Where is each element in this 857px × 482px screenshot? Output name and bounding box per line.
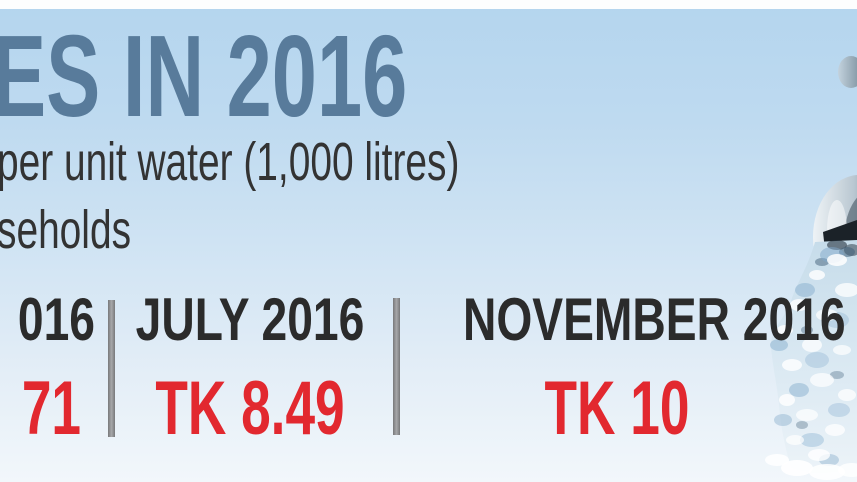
column-period: NOVEMBER 2016 xyxy=(463,286,846,353)
subtitle: per unit water (1,000 litres) seholds xyxy=(0,128,459,264)
column-rate: 71 xyxy=(21,366,81,451)
column-divider xyxy=(108,300,115,437)
subtitle-line-1: per unit water (1,000 litres) xyxy=(0,132,460,192)
rate-column-2: JULY 2016 TK 8.49 xyxy=(90,290,410,447)
faucet-knob-icon xyxy=(838,56,857,88)
subtitle-line-2: seholds xyxy=(0,200,132,260)
rate-column-3: NOVEMBER 2016 TK 10 xyxy=(417,286,846,451)
column-rate: TK 8.49 xyxy=(155,366,345,451)
top-strip xyxy=(0,0,857,9)
column-rate: TK 10 xyxy=(544,366,690,451)
rate-column-1: 016 71 xyxy=(0,290,95,447)
column-divider xyxy=(393,298,400,435)
water-splash-icon xyxy=(765,240,857,480)
column-period: 016 xyxy=(17,286,95,353)
water-tap-graphic xyxy=(765,56,857,480)
page-title: ES IN 2016 xyxy=(0,11,408,141)
column-period: JULY 2016 xyxy=(135,286,365,353)
